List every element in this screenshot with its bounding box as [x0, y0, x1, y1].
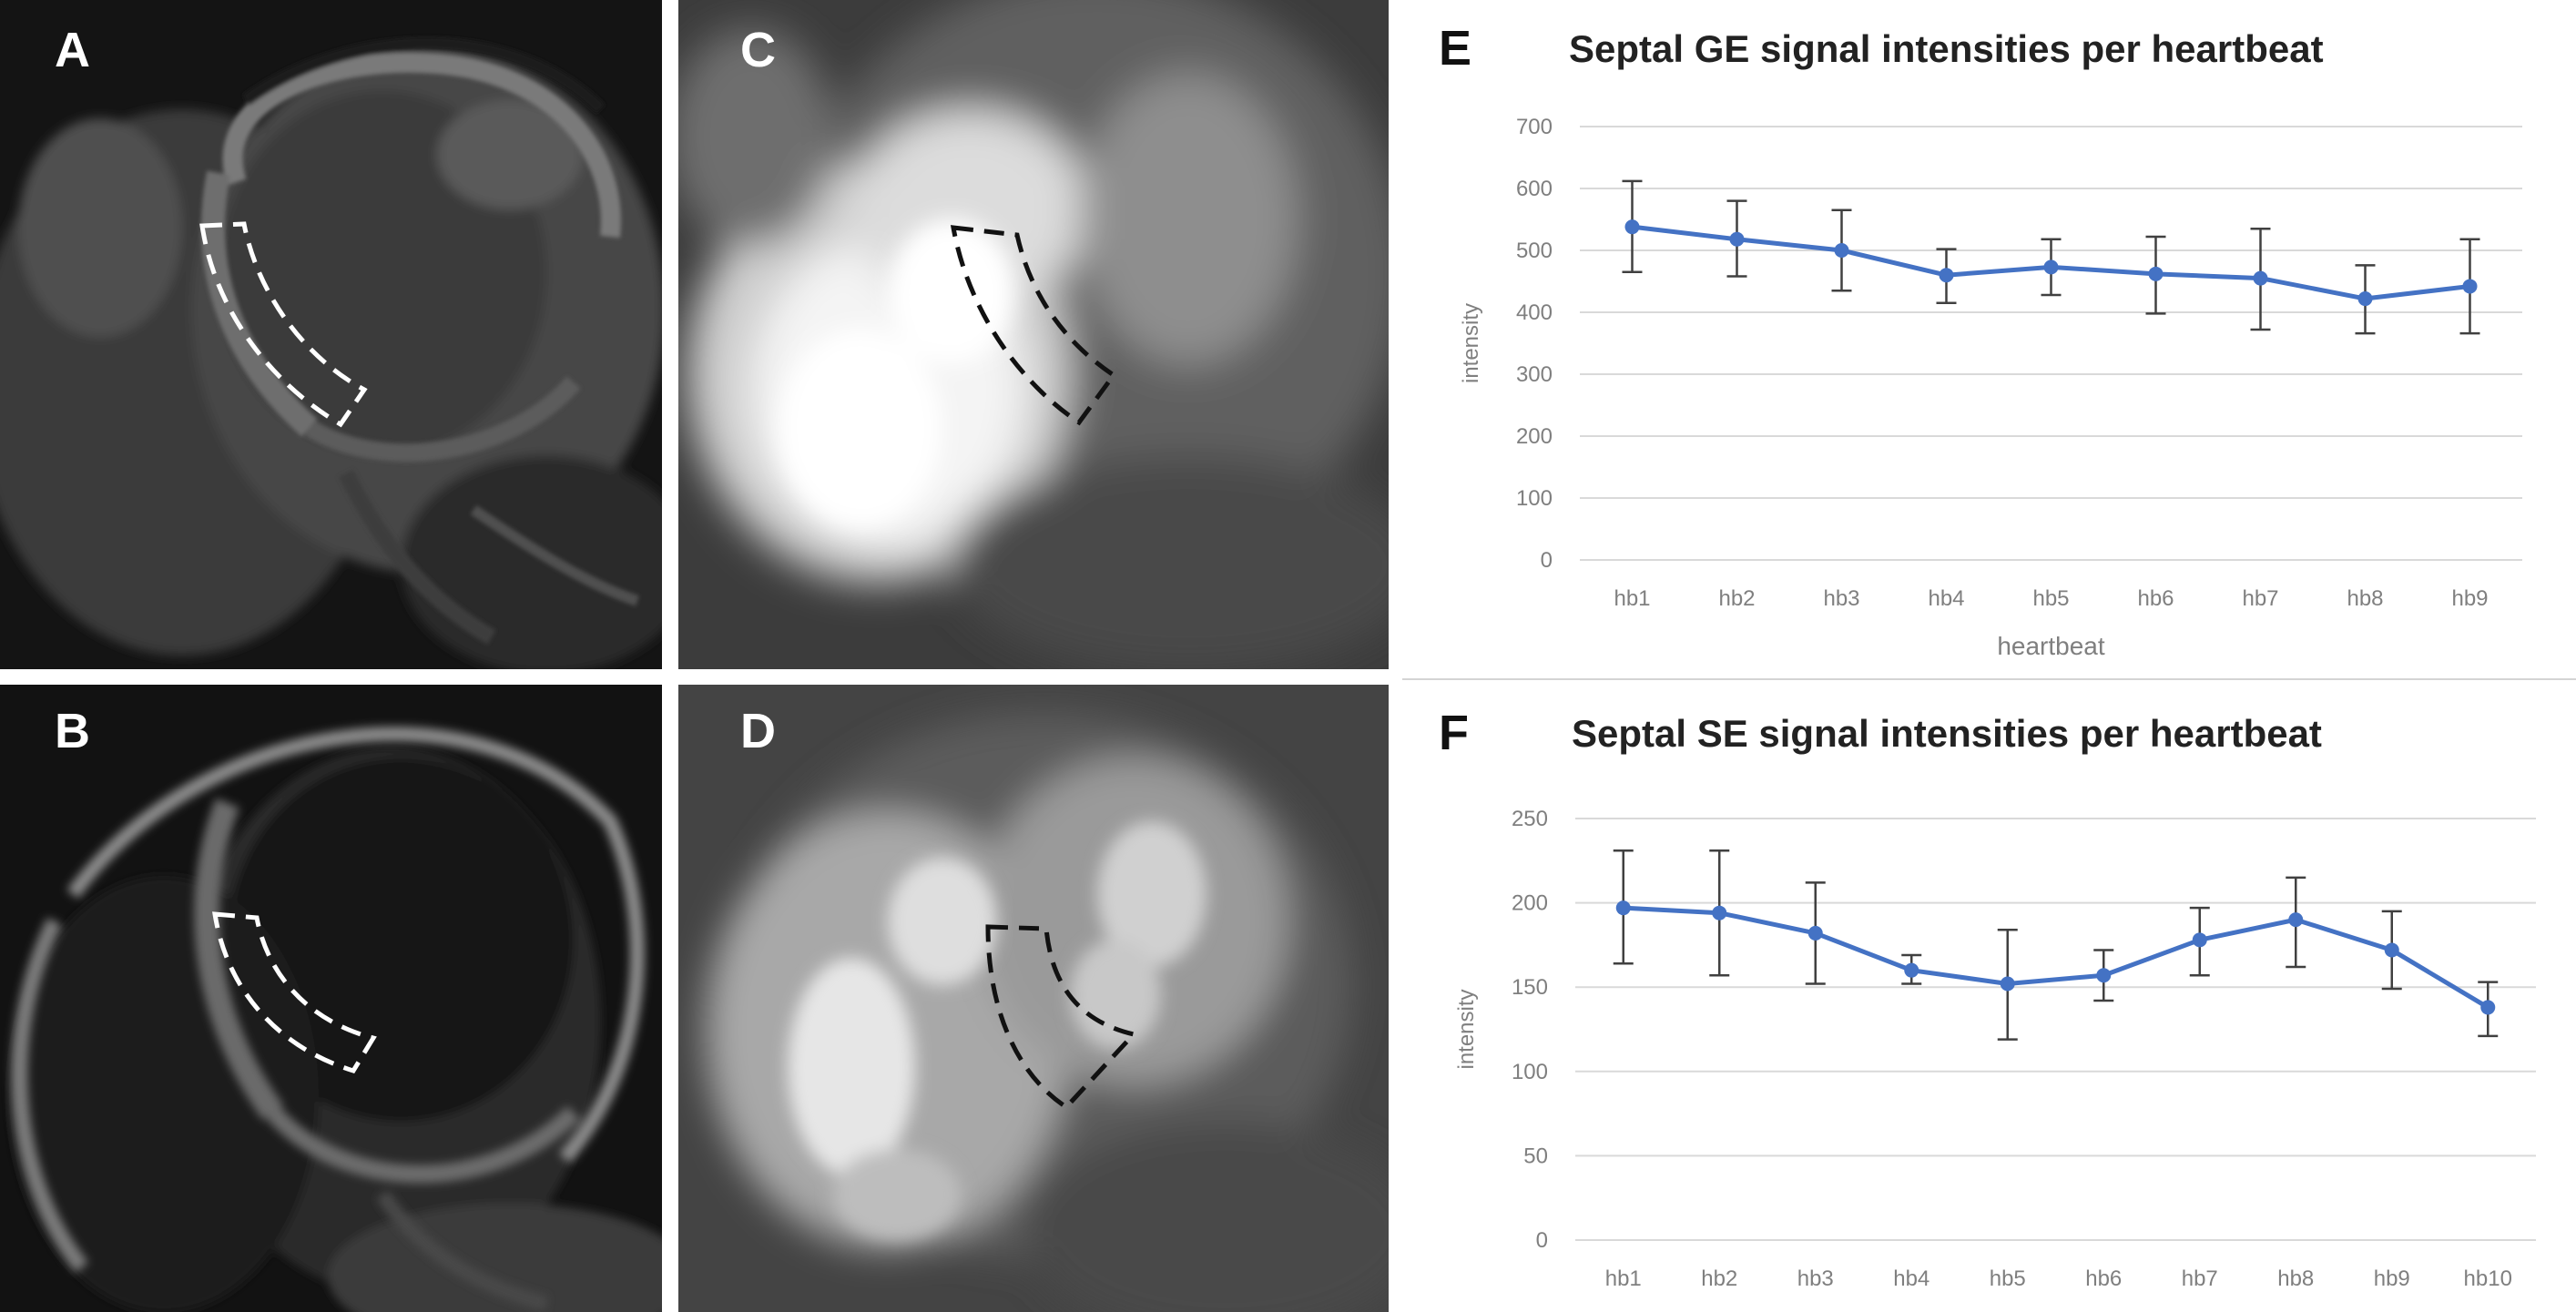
x-tick-label: hb6	[2085, 1266, 2122, 1291]
mri-image-b: B	[0, 685, 662, 1312]
data-point	[2253, 270, 2268, 286]
y-tick-label: 50	[1523, 1144, 1548, 1168]
y-tick-label: 400	[1516, 300, 1553, 325]
x-tick-label: hb4	[1893, 1266, 1929, 1291]
roi-outline-a	[199, 221, 368, 428]
chart-title: Septal GE signal intensities per heartbe…	[1569, 27, 2324, 70]
panel-letter-a: A	[55, 23, 90, 77]
roi-outline-d	[985, 924, 1138, 1111]
panel-letter-f: F	[1439, 706, 1469, 760]
x-tick-label: hb2	[1718, 586, 1755, 611]
y-tick-label: 600	[1516, 177, 1553, 201]
x-tick-label: hb5	[1990, 1266, 2026, 1291]
data-point	[2192, 932, 2207, 948]
data-point	[2148, 266, 2164, 281]
data-point	[2043, 259, 2059, 275]
data-point	[2096, 968, 2112, 983]
y-tick-label: 100	[1512, 1060, 1548, 1084]
data-point	[1834, 243, 1849, 258]
x-tick-label: hb10	[2464, 1266, 2512, 1291]
y-tick-label: 300	[1516, 362, 1553, 387]
x-tick-label: hb4	[1928, 586, 1964, 611]
roi-outline-c	[950, 225, 1117, 426]
x-tick-label: hb8	[2277, 1266, 2314, 1291]
x-tick-label: hb1	[1605, 1266, 1642, 1291]
mri-image-d: D	[678, 685, 1389, 1312]
panel-letter-c: C	[740, 23, 776, 77]
y-tick-label: 700	[1516, 115, 1553, 139]
chart-divider	[1402, 678, 2576, 680]
x-tick-label: hb9	[2451, 586, 2488, 611]
data-point	[1615, 900, 1631, 916]
y-tick-label: 0	[1536, 1228, 1548, 1253]
x-tick-label: hb9	[2374, 1266, 2410, 1291]
x-tick-label: hb1	[1614, 586, 1650, 611]
y-tick-label: 150	[1512, 975, 1548, 1000]
x-tick-label: hb7	[2182, 1266, 2218, 1291]
y-axis-label: intensity	[1459, 303, 1483, 383]
series-line	[1623, 905, 2489, 1010]
y-tick-label: 0	[1541, 548, 1553, 573]
panel-letter-b: B	[55, 704, 90, 758]
mri-scan-b	[0, 685, 662, 1312]
x-tick-label: hb6	[2137, 586, 2174, 611]
chart-e: Septal GE signal intensities per heartbe…	[1459, 27, 2522, 660]
chart-f: Septal SE signal intensities per heartbe…	[1454, 712, 2536, 1291]
mri-image-a: A	[0, 0, 662, 669]
x-tick-label: hb3	[1823, 586, 1859, 611]
x-tick-label: hb2	[1701, 1266, 1737, 1291]
y-tick-label: 250	[1512, 807, 1548, 831]
data-point	[1807, 925, 1823, 941]
data-point	[2480, 1000, 2496, 1015]
data-point	[1624, 219, 1640, 235]
x-tick-label: hb8	[2347, 586, 2383, 611]
x-tick-label: hb3	[1797, 1266, 1834, 1291]
chart-title: Septal SE signal intensities per heartbe…	[1572, 712, 2322, 755]
mri-scan-c	[678, 0, 1389, 669]
panel-letter-d: D	[740, 704, 776, 758]
data-point	[2462, 279, 2478, 294]
data-point	[2384, 942, 2399, 958]
mri-scan-d	[678, 685, 1389, 1312]
y-tick-label: 500	[1516, 239, 1553, 263]
data-point	[2357, 291, 2373, 307]
y-axis-label: intensity	[1454, 989, 1479, 1069]
data-point	[1939, 268, 1954, 283]
x-axis-label: heartbeat	[1997, 632, 2105, 660]
data-point	[2000, 976, 2015, 992]
roi-outline-b	[212, 911, 377, 1073]
data-point	[2288, 912, 2304, 928]
data-point	[1904, 962, 1919, 978]
mri-image-c: C	[678, 0, 1389, 669]
x-tick-label: hb7	[2242, 586, 2278, 611]
y-tick-label: 100	[1516, 486, 1553, 511]
panel-letter-e: E	[1439, 21, 1472, 76]
mri-scan-a	[0, 0, 662, 669]
x-tick-label: hb5	[2032, 586, 2069, 611]
y-tick-label: 200	[1516, 424, 1553, 449]
data-point	[1712, 905, 1727, 920]
data-point	[1729, 231, 1745, 247]
y-tick-label: 200	[1512, 891, 1548, 916]
